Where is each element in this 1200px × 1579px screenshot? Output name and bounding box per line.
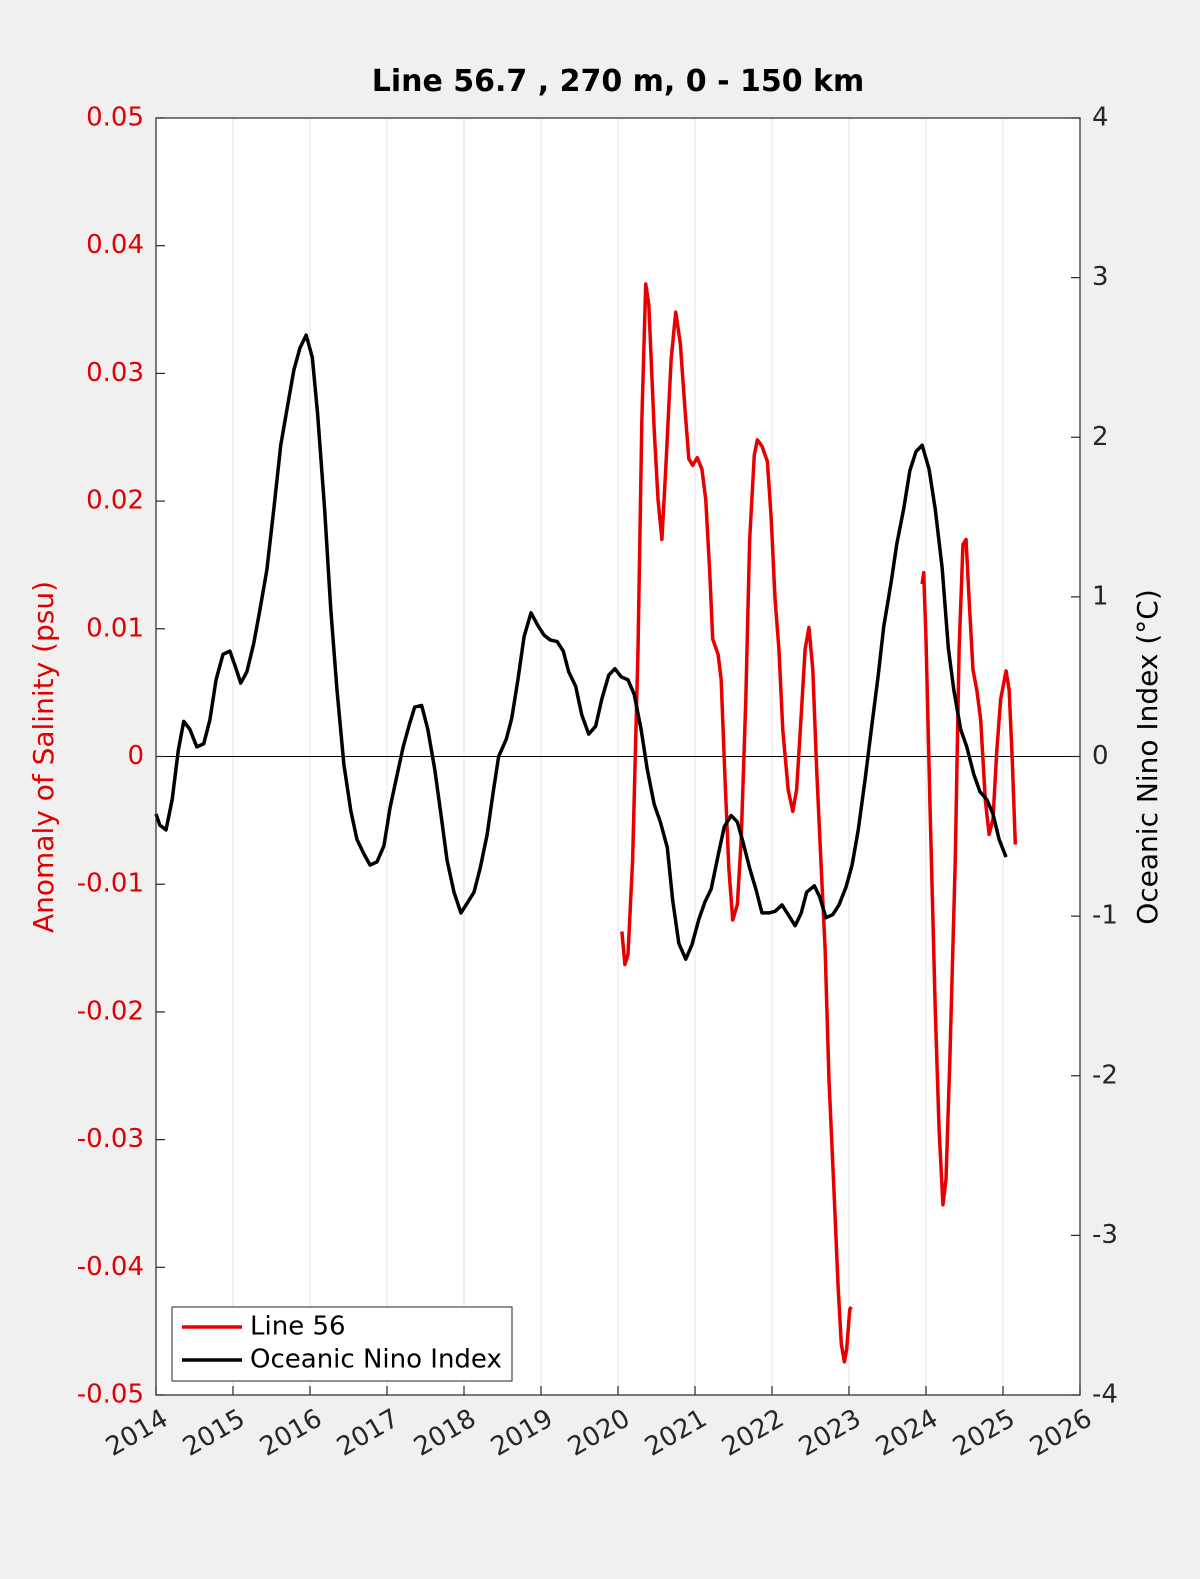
x-tick-label: 2024: [871, 1404, 943, 1463]
x-tick-label: 2023: [794, 1404, 866, 1463]
y2-tick-label: 1: [1092, 581, 1109, 611]
x-tick-label: 2019: [486, 1404, 558, 1463]
y-tick-label: 0.04: [86, 230, 144, 260]
x-tick-label: 2015: [178, 1404, 250, 1463]
x-tick-label: 2018: [409, 1404, 481, 1463]
y-tick-label: 0: [127, 741, 144, 771]
y2-tick-label: 3: [1092, 262, 1109, 292]
y2-tick-label: 0: [1092, 741, 1109, 771]
y2-axis-label: Oceanic Nino Index (°C): [1131, 589, 1164, 925]
x-tick-label: 2014: [101, 1404, 173, 1463]
x-tick-label: 2026: [1025, 1404, 1097, 1463]
y-tick-label: 0.05: [86, 103, 144, 133]
y2-tick-label: -1: [1092, 901, 1118, 931]
legend-label: Oceanic Nino Index: [250, 1345, 502, 1375]
y2-tick-label: -2: [1092, 1060, 1118, 1090]
y2-tick-label: -4: [1092, 1380, 1118, 1410]
series-layer: [154, 282, 1018, 1364]
y-tick-label: 0.01: [86, 613, 144, 643]
y-tick-label: -0.03: [77, 1124, 144, 1154]
x-tick-label: 2020: [563, 1404, 635, 1463]
legend-label: Line 56: [250, 1312, 346, 1342]
legend-box: [171, 1306, 513, 1382]
x-tick-label: 2016: [255, 1404, 327, 1463]
x-tick-label: 2017: [332, 1404, 404, 1463]
y2-tick-label: 4: [1092, 103, 1109, 133]
x-tick-label: 2021: [640, 1404, 712, 1463]
y-tick-label: -0.01: [77, 869, 144, 899]
x-tick-label: 2022: [717, 1404, 789, 1463]
y-tick-label: 0.03: [86, 358, 144, 388]
data-line: [620, 282, 1018, 1364]
y-tick-label: 0.02: [86, 486, 144, 516]
y2-tick-label: -3: [1092, 1220, 1118, 1250]
y-tick-label: -0.05: [77, 1380, 144, 1410]
y-tick-label: -0.04: [77, 1252, 144, 1282]
y-axis-label: Anomaly of Salinity (psu): [27, 581, 60, 933]
x-tick-label: 2025: [948, 1404, 1020, 1463]
chart-title: Line 56.7 , 270 m, 0 - 150 km: [372, 64, 865, 99]
data-line: [154, 333, 1008, 961]
y-tick-label: -0.02: [77, 996, 144, 1026]
y2-tick-label: 2: [1092, 422, 1109, 452]
grid: [155, 118, 1081, 1395]
